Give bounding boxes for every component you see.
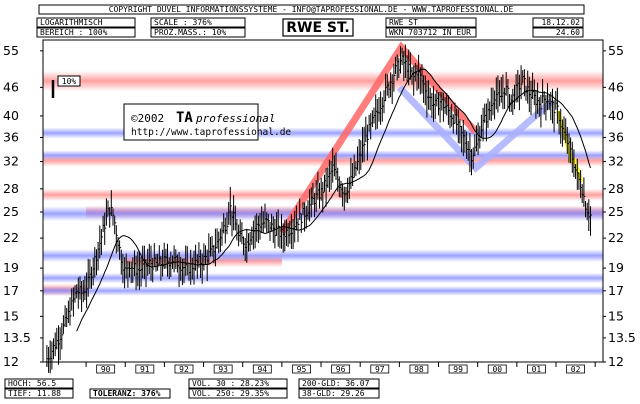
y-tick-label-right: 28 [608,181,624,196]
stat-toleranz: TOLERANZ: 376% [93,389,161,398]
stock-symbol-title: RWE ST. [286,20,350,36]
y-axis-left: 55 46 40 36 32 28 25 22 19 17 15 13.5 12 [3,43,43,369]
support-band [43,127,603,139]
x-tick-label: 96 [336,365,346,374]
watermark: ©2002 TA professional http://www.taprofe… [123,103,291,141]
scale-label: SCALE : 376% [154,18,212,27]
stat-hoch: HOCH: 56.5 [8,379,56,388]
x-tick-label: 92 [179,365,189,374]
scale-type-label: LOGARITHMISCH [40,18,103,27]
resistance-band [43,70,603,92]
y-tick-label-left: 55 [3,43,19,58]
y-axis-right: 55 46 40 36 32 28 25 22 19 17 15 13.5 12 [603,43,636,369]
y-tick-label-left: 22 [3,230,19,245]
x-tick-label: 02 [571,365,581,374]
last-price-label: 24.60 [556,28,580,37]
y-tick-label-left: 46 [3,79,19,94]
x-tick-box [487,364,507,374]
x-tick-box [409,364,429,374]
watermark-brand-suffix: professional [195,112,275,125]
stat-vol30: VOL. 30 : 28.23% [192,379,269,388]
y-tick-label-right: 25 [608,204,624,219]
price-bars [46,44,592,374]
ticker-label: RWE ST [389,18,418,27]
x-tick-label: 00 [492,365,502,374]
prozmass-label: PROZ.MASS.: 10% [154,28,226,37]
x-tick-box [252,364,272,374]
y-tick-label-left: 40 [3,108,19,123]
y-tick-label-left: 19 [3,260,19,275]
y-tick-label-right: 13.5 [608,330,636,345]
y-tick-label-left: 17 [3,283,19,298]
support-band [43,150,603,161]
stat-200-gld: 200-GLD: 36.07 [302,379,370,388]
y-tick-label-right: 36 [608,129,624,144]
x-axis: 90 91 92 93 94 95 96 97 98 99 00 01 02 [46,362,596,374]
stats-footer: HOCH: 56.5 TIEF: 11.88 TOLERANZ: 376% VO… [4,378,380,399]
x-tick-label: 97 [375,365,385,374]
x-tick-label: 99 [453,365,463,374]
x-tick-box [527,364,546,374]
x-tick-box [566,364,585,374]
x-tick-box [135,364,155,374]
wkn-label: WKN 703712 IN EUR [389,28,471,37]
watermark-year: ©2002 [131,112,164,125]
y-tick-label-right: 22 [608,230,624,245]
y-tick-label-right: 15 [608,308,624,323]
y-tick-label-left: 13.5 [3,330,31,345]
x-tick-box [448,364,468,374]
y-tick-label-right: 17 [608,283,624,298]
date-label: 18.12.02 [541,18,580,27]
scale-box-label: 10% [62,77,77,86]
stat-tief: TIEF: 11.88 [8,389,61,398]
x-tick-box [370,364,390,374]
x-tick-label: 93 [218,365,228,374]
plot-area [42,39,604,374]
support-band [43,286,603,296]
x-tick-box [213,364,233,374]
y-tick-label-right: 46 [608,79,624,94]
x-tick-box [96,364,116,374]
range-label: BEREICH : 100% [40,28,108,37]
y-tick-label-left: 36 [3,129,19,144]
x-tick-label: 95 [297,365,307,374]
y-tick-label-right: 12 [608,354,624,369]
y-tick-label-right: 32 [608,154,624,169]
stat-38-gld: 38-GLD: 29.26 [302,389,365,398]
y-tick-label-left: 32 [3,154,19,169]
x-tick-label: 98 [414,365,424,374]
y-tick-label-right: 55 [608,43,624,58]
trend-line [278,41,479,235]
y-tick-label-left: 25 [3,204,19,219]
support-resistance-bands [43,70,604,297]
x-tick-label: 94 [257,365,267,374]
y-tick-label-left: 15 [3,308,19,323]
x-tick-label: 90 [101,365,111,374]
y-tick-label-left: 28 [3,181,19,196]
watermark-url: http://www.taprofessional.de [131,127,291,138]
x-tick-box [174,364,194,374]
trend-line [396,84,555,173]
x-tick-label: 01 [532,365,542,374]
x-tick-box [292,364,311,374]
x-tick-label: 91 [140,365,150,374]
x-tick-box [331,364,351,374]
moving-average-line [76,68,591,332]
support-band [43,272,603,284]
copyright-text: COPYRIGHT DÜVEL INFORMATIONSSYSTEME - IN… [109,4,514,14]
y-tick-label-left: 12 [3,354,19,369]
stat-vol250: VOL. 250: 29.35% [192,389,269,398]
support-band [43,249,603,263]
scale-box: 10% [51,75,81,98]
support-band [43,206,603,222]
watermark-brand: TA [176,110,193,126]
y-tick-label-right: 40 [608,108,624,123]
y-tick-label-right: 19 [608,260,624,275]
